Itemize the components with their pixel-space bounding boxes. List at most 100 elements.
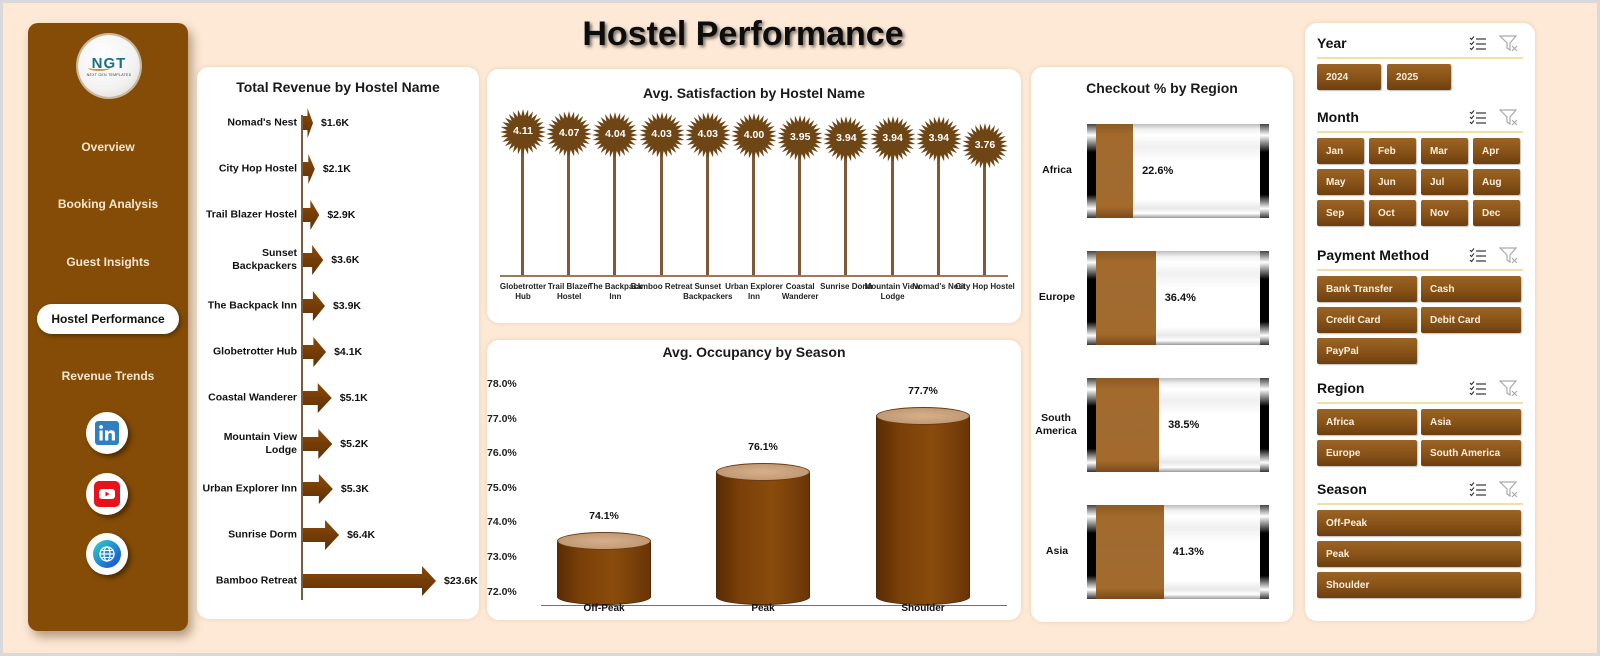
- linkedin-button[interactable]: [86, 412, 128, 454]
- slicer-month-option[interactable]: Jul: [1421, 169, 1468, 195]
- slicer-month-option[interactable]: Feb: [1369, 138, 1416, 164]
- starburst-marker-icon: [962, 123, 1008, 169]
- clear-filter-icon[interactable]: [1498, 481, 1519, 498]
- nav-booking-analysis[interactable]: Booking Analysis: [57, 197, 159, 211]
- multi-select-icon[interactable]: [1469, 36, 1487, 52]
- slicer-payment-option[interactable]: PayPal: [1317, 338, 1417, 364]
- slicer-month-option[interactable]: Dec: [1473, 200, 1520, 226]
- revenue-hostel-label: Bamboo Retreat: [215, 574, 297, 587]
- battery-cap-left: [1087, 505, 1096, 599]
- slicer-region-option[interactable]: Asia: [1421, 409, 1521, 435]
- lollipop-stem: [752, 136, 755, 275]
- nav-revenue-trends[interactable]: Revenue Trends: [61, 369, 155, 383]
- linkedin-icon: [95, 421, 119, 445]
- revenue-axis-line: [301, 115, 303, 600]
- battery-cap-left: [1087, 378, 1096, 472]
- slicer-payment-option[interactable]: Credit Card: [1317, 307, 1417, 333]
- slicer-month-option[interactable]: Oct: [1369, 200, 1416, 226]
- battery-fill: [1096, 505, 1164, 599]
- revenue-hostel-label: Trail Blazer Hostel: [205, 208, 297, 221]
- cylinder-body: [716, 471, 810, 605]
- battery-fill: [1096, 124, 1134, 218]
- revenue-value-label: $23.6K: [444, 575, 478, 587]
- revenue-value-label: $2.9K: [327, 208, 356, 221]
- slicer-season-option[interactable]: Peak: [1317, 541, 1521, 567]
- satisfaction-baseline: [500, 275, 1008, 277]
- slicer-region-option[interactable]: Africa: [1317, 409, 1417, 435]
- revenue-arrow-bar: [303, 520, 340, 551]
- slicer-region-option[interactable]: South America: [1421, 440, 1521, 466]
- slicer-year-option[interactable]: 2024: [1317, 64, 1381, 90]
- revenue-hostel-label: City Hop Hostel: [218, 162, 297, 175]
- slicer-payment-option[interactable]: Cash: [1421, 276, 1521, 302]
- clear-filter-icon[interactable]: [1498, 109, 1519, 126]
- revenue-arrow-bar: [303, 199, 320, 230]
- dashboard-canvas: NGT NEXT GEN TEMPLATES Overview Booking …: [3, 3, 1597, 653]
- slicer-year-option[interactable]: 2025: [1387, 64, 1451, 90]
- slicer-payment-option[interactable]: Debit Card: [1421, 307, 1521, 333]
- nav-overview[interactable]: Overview: [81, 140, 135, 154]
- battery-cap-right: [1260, 124, 1269, 218]
- y-axis-tick: 72.0%: [487, 585, 517, 598]
- satisfaction-lollipop: 4.07 Trail Blazer Hostel: [546, 69, 593, 329]
- slicer-region-option[interactable]: Europe: [1317, 440, 1417, 466]
- slicer-month-option[interactable]: Nov: [1421, 200, 1468, 226]
- slicer-divider: [1317, 269, 1523, 271]
- starburst-marker-icon: [915, 115, 962, 162]
- youtube-button[interactable]: [86, 473, 128, 515]
- slicer-payment-option[interactable]: Bank Transfer: [1317, 276, 1417, 302]
- slicer-month-option[interactable]: Apr: [1473, 138, 1520, 164]
- occupancy-cylinder-bar: [876, 407, 970, 605]
- website-button[interactable]: [86, 533, 128, 575]
- satisfaction-hostel-label: The Backpack Inn: [588, 282, 643, 301]
- revenue-arrow-bar: [303, 153, 315, 184]
- multi-select-icon[interactable]: [1469, 248, 1487, 264]
- slicer-month-option[interactable]: Aug: [1473, 169, 1520, 195]
- checkout-region-label: Africa: [1042, 164, 1072, 176]
- slicer-payment-title: Payment Method: [1317, 247, 1430, 263]
- multi-select-icon[interactable]: [1469, 110, 1487, 126]
- multi-select-icon[interactable]: [1469, 482, 1487, 498]
- revenue-value-label: $5.2K: [340, 437, 369, 450]
- revenue-row: Trail Blazer Hostel $2.9K: [197, 195, 479, 235]
- starburst-marker-icon: [823, 115, 870, 162]
- satisfaction-value: 4.00: [743, 129, 765, 142]
- revenue-value-label: $2.1K: [322, 162, 351, 175]
- slicer-month-option[interactable]: Jun: [1369, 169, 1416, 195]
- multi-select-icon[interactable]: [1469, 381, 1487, 397]
- satisfaction-value: 4.03: [651, 128, 672, 141]
- revenue-row: Sunset Backpackers $3.6K: [197, 240, 479, 280]
- revenue-arrow-bar: [303, 382, 332, 413]
- revenue-row: Sunrise Dorm $6.4K: [197, 515, 479, 555]
- clear-filter-icon[interactable]: [1498, 247, 1519, 264]
- slicer-month-option[interactable]: May: [1317, 169, 1364, 195]
- clear-filter-icon[interactable]: [1498, 35, 1519, 52]
- slicer-season-title: Season: [1317, 481, 1367, 497]
- revenue-row: City Hop Hostel $2.1K: [197, 149, 479, 189]
- slicer-month-option[interactable]: Jan: [1317, 138, 1364, 164]
- occupancy-value: 74.1%: [589, 510, 619, 523]
- logo-swoosh-icon: [88, 65, 110, 71]
- slicer-region-title: Region: [1317, 380, 1365, 396]
- slicer-month-option[interactable]: Sep: [1317, 200, 1364, 226]
- satisfaction-hostel-label: Coastal Wanderer: [781, 282, 819, 301]
- slicer-month-option[interactable]: Mar: [1421, 138, 1468, 164]
- satisfaction-hostel-label: Sunrise Dorm: [820, 282, 873, 291]
- slicer-season-option[interactable]: Off-Peak: [1317, 510, 1521, 536]
- revenue-chart-title: Total Revenue by Hostel Name: [236, 79, 440, 95]
- lollipop-stem: [983, 146, 986, 275]
- checkout-value: 38.5%: [1168, 419, 1200, 431]
- revenue-arrow-bar: [303, 108, 313, 138]
- revenue-arrow-bar: [303, 566, 436, 596]
- clear-filter-icon[interactable]: [1498, 380, 1519, 397]
- lollipop-stem: [613, 134, 617, 275]
- satisfaction-hostel-label: Globetrotter Hub: [499, 282, 547, 301]
- checkout-value: 22.6%: [1142, 165, 1174, 177]
- checkout-battery-bar: 36.4%: [1087, 251, 1269, 345]
- nav-guest-insights[interactable]: Guest Insights: [66, 255, 150, 269]
- slicer-season-option[interactable]: Shoulder: [1317, 572, 1521, 598]
- nav-hostel-performance[interactable]: Hostel Performance: [37, 304, 179, 334]
- revenue-row: The Backpack Inn $3.9K: [197, 286, 479, 326]
- checkout-battery-bar: 41.3%: [1087, 505, 1269, 599]
- revenue-hostel-label: Globetrotter Hub: [213, 345, 297, 358]
